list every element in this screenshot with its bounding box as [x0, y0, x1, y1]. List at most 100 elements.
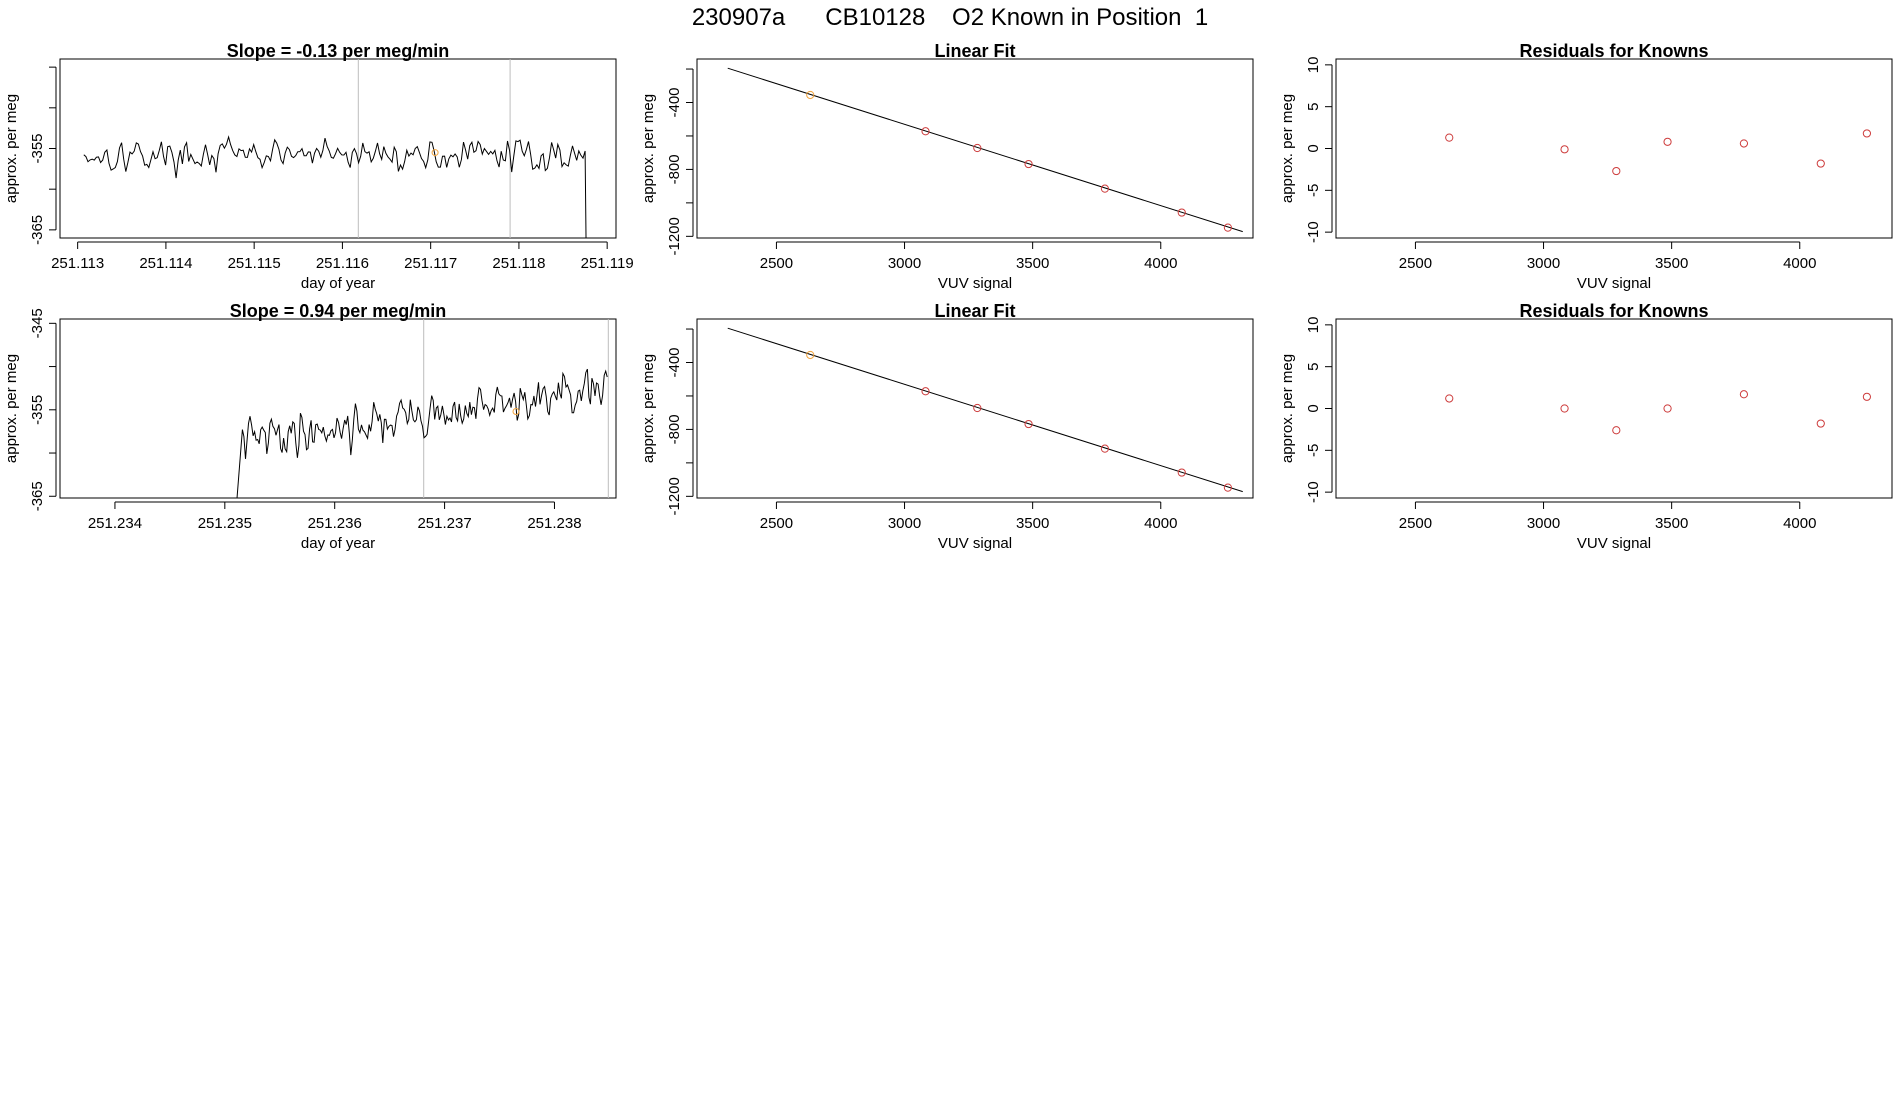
x-axis-label: VUV signal — [1577, 535, 1651, 552]
data-point — [1223, 223, 1232, 232]
plot-frame — [1335, 318, 1893, 499]
x-tick-label: 251.235 — [198, 515, 252, 532]
data-layer — [236, 319, 609, 498]
data-point — [1612, 166, 1621, 176]
y-tick-label: -1200 — [666, 217, 683, 255]
plot-frame — [1335, 58, 1893, 239]
x-tick-label: 251.238 — [527, 515, 581, 532]
x-tick-label: 251.116 — [316, 255, 369, 272]
data-point — [1862, 392, 1871, 401]
data-point — [973, 143, 982, 153]
plot-frame — [59, 58, 617, 239]
x-tick-label: 251.119 — [581, 255, 634, 272]
data-point — [1663, 404, 1672, 413]
panel-title: Slope = 0.94 per meg/min — [230, 301, 447, 321]
y-tick-label: -365 — [29, 215, 46, 245]
panel-res2: Residuals for Knowns 2500 3000 3500 4000 VUV … — [1279, 301, 1893, 552]
data-point — [1560, 145, 1569, 154]
panel-title: Linear Fit — [934, 41, 1015, 61]
y-tick-label: -800 — [666, 154, 683, 184]
x-tick-label: 3500 — [1655, 255, 1688, 272]
data-point — [1445, 394, 1454, 403]
x-tick-label: 251.117 — [404, 255, 457, 272]
plot-frame — [696, 318, 1254, 499]
highlighted-point — [806, 90, 815, 100]
y-tick-label: -10 — [1305, 481, 1322, 503]
x-tick-label: 4000 — [1144, 255, 1177, 272]
x-axis-label: VUV signal — [938, 275, 1012, 292]
x-tick-label: 3500 — [1655, 515, 1688, 532]
y-tick-label: -10 — [1305, 221, 1322, 243]
mean-point — [512, 408, 520, 416]
y-axis-label: approx. per meg — [1279, 354, 1296, 463]
data-point — [1100, 444, 1110, 453]
x-tick-label: 251.115 — [228, 255, 281, 272]
y-tick-label: -5 — [1305, 184, 1322, 197]
data-point — [1663, 137, 1672, 146]
x-tick-label: 251.113 — [51, 255, 104, 272]
page-title: 230907a CB10128 O2 Known in Position 1 — [691, 4, 1209, 31]
data-layer — [1445, 390, 1871, 435]
panel-fit1: Linear Fit 2500 3000 3500 4000 VUV signal -120… — [640, 41, 1254, 292]
y-tick-label: 5 — [1305, 103, 1322, 111]
x-axis-label: VUV signal — [938, 535, 1012, 552]
data-point — [1024, 159, 1033, 169]
x-axis-label: day of year — [301, 275, 375, 292]
data-point — [973, 403, 982, 413]
data-point — [1739, 139, 1749, 148]
data-point — [1612, 426, 1621, 435]
plot-frame — [696, 58, 1254, 239]
data-layer — [727, 67, 1243, 233]
y-axis-label: approx. per meg — [1279, 94, 1296, 203]
x-tick-label: 3000 — [1527, 515, 1560, 532]
data-point — [1560, 404, 1569, 413]
panel-ts1: Slope = -0.13 per meg/min 251.113 251.114 2… — [3, 41, 634, 292]
y-tick-label: 10 — [1305, 317, 1322, 334]
y-tick-label: -400 — [666, 347, 683, 377]
y-axis-label: approx. per meg — [640, 354, 657, 463]
panel-title: Linear Fit — [934, 301, 1015, 321]
data-point — [1739, 390, 1749, 399]
x-tick-label: 4000 — [1783, 515, 1816, 532]
y-axis-label: approx. per meg — [640, 94, 657, 203]
y-tick-label: 5 — [1305, 363, 1322, 371]
x-tick-label: 251.237 — [417, 515, 471, 532]
x-tick-label: 251.118 — [492, 255, 545, 272]
x-tick-label: 3000 — [1527, 255, 1560, 272]
x-tick-label: 3500 — [1016, 255, 1049, 272]
y-tick-label: -5 — [1305, 444, 1322, 457]
data-point — [1177, 208, 1186, 217]
fit-line — [727, 67, 1243, 233]
plot-frame — [59, 318, 617, 499]
y-tick-label: 10 — [1305, 57, 1322, 74]
data-layer — [83, 59, 587, 238]
data-point — [921, 127, 930, 136]
x-axis-label: day of year — [301, 535, 375, 552]
y-tick-label: -365 — [29, 481, 46, 511]
x-tick-label: 2500 — [760, 255, 793, 272]
highlighted-point — [806, 350, 815, 360]
y-tick-label: 0 — [1305, 404, 1322, 412]
data-point — [1100, 184, 1110, 193]
y-tick-label: -355 — [29, 133, 46, 163]
x-tick-label: 3000 — [888, 255, 921, 272]
y-tick-label: -1200 — [666, 477, 683, 515]
data-point — [1862, 129, 1871, 138]
mean-point — [431, 149, 439, 157]
x-tick-label: 2500 — [1399, 255, 1432, 272]
x-tick-label: 251.114 — [139, 255, 192, 272]
x-tick-label: 3500 — [1016, 515, 1049, 532]
x-tick-label: 4000 — [1144, 515, 1177, 532]
data-point — [1445, 133, 1454, 142]
panel-title: Residuals for Knowns — [1519, 301, 1708, 321]
y-tick-label: -400 — [666, 87, 683, 117]
y-tick-label: 0 — [1305, 144, 1322, 152]
data-point — [921, 387, 930, 396]
y-tick-label: -345 — [29, 308, 46, 338]
data-point — [1177, 468, 1186, 477]
y-tick-label: -355 — [29, 395, 46, 425]
series-line — [236, 368, 608, 498]
panel-title: Residuals for Knowns — [1519, 41, 1708, 61]
panel-title: Slope = -0.13 per meg/min — [227, 41, 450, 61]
